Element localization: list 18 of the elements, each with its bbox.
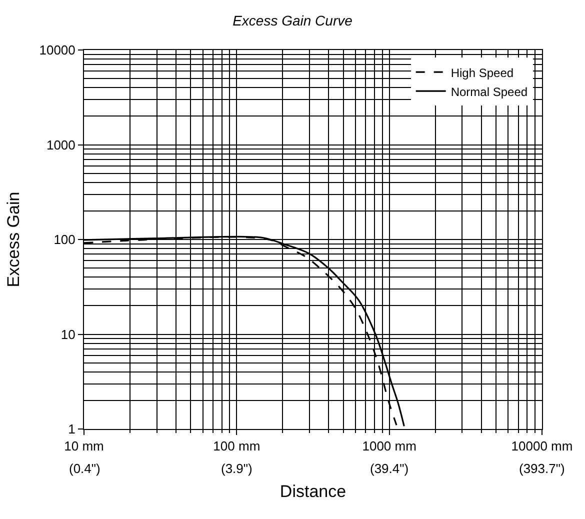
x-tick-label: 10 mm: [64, 438, 104, 454]
x-tick-label: 10000 mm: [511, 438, 573, 454]
y-axis-title: Excess Gain: [4, 192, 23, 288]
y-tick-label: 1: [68, 422, 76, 437]
text: (3.9"): [221, 461, 252, 476]
legend-label: High Speed: [450, 66, 514, 80]
x-axis-title: Distance: [280, 482, 346, 501]
x-tick-label: 1000 mm: [362, 438, 416, 454]
text: (393.7"): [519, 461, 565, 476]
legend-label: Normal Speed: [450, 84, 528, 99]
y-tick-label: 10: [60, 326, 76, 342]
text: (0.4"): [69, 461, 100, 476]
y-tick-label: 10000: [39, 42, 76, 58]
text: (39.4"): [370, 461, 409, 476]
y-tick-label: 100: [54, 232, 76, 248]
x-tick-label: 100 mm: [213, 438, 260, 454]
y-tick-label: 1000: [46, 137, 76, 152]
chart-title: Excess Gain Curve: [232, 12, 353, 28]
